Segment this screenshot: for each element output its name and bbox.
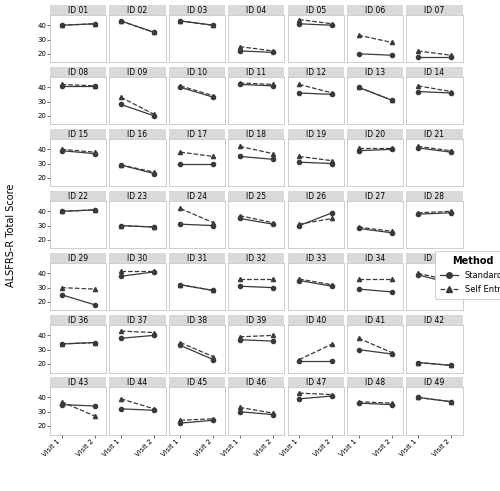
Text: ID 45: ID 45	[187, 378, 207, 387]
Text: ALSFRS-R Total Score: ALSFRS-R Total Score	[6, 184, 16, 287]
Text: ID 24: ID 24	[187, 191, 207, 201]
Text: ID 48: ID 48	[365, 378, 385, 387]
Text: ID 32: ID 32	[246, 254, 266, 263]
Text: ID 43: ID 43	[68, 378, 88, 387]
Text: ID 44: ID 44	[128, 378, 148, 387]
Text: ID 21: ID 21	[424, 130, 444, 138]
Text: ID 03: ID 03	[187, 5, 207, 15]
Text: ID 26: ID 26	[306, 191, 326, 201]
Text: ID 23: ID 23	[128, 191, 148, 201]
Text: ID 27: ID 27	[365, 191, 385, 201]
Text: ID 18: ID 18	[246, 130, 266, 138]
Legend: Standard, Self Entry: Standard, Self Entry	[434, 251, 500, 299]
Text: ID 25: ID 25	[246, 191, 266, 201]
Text: ID 42: ID 42	[424, 316, 444, 325]
Text: ID 08: ID 08	[68, 68, 88, 77]
Text: ID 37: ID 37	[128, 316, 148, 325]
Text: ID 19: ID 19	[306, 130, 326, 138]
Text: ID 35: ID 35	[424, 254, 444, 263]
Text: ID 07: ID 07	[424, 5, 444, 15]
Text: ID 46: ID 46	[246, 378, 266, 387]
Text: ID 01: ID 01	[68, 5, 88, 15]
Text: ID 15: ID 15	[68, 130, 88, 138]
Text: ID 39: ID 39	[246, 316, 266, 325]
Text: ID 05: ID 05	[306, 5, 326, 15]
Text: ID 04: ID 04	[246, 5, 266, 15]
Text: ID 38: ID 38	[187, 316, 207, 325]
Text: ID 17: ID 17	[187, 130, 207, 138]
Text: ID 34: ID 34	[365, 254, 385, 263]
Text: ID 16: ID 16	[128, 130, 148, 138]
Text: ID 14: ID 14	[424, 68, 444, 77]
Text: ID 13: ID 13	[365, 68, 385, 77]
Text: ID 02: ID 02	[128, 5, 148, 15]
Text: ID 28: ID 28	[424, 191, 444, 201]
Text: ID 40: ID 40	[306, 316, 326, 325]
Text: ID 09: ID 09	[128, 68, 148, 77]
Text: ID 49: ID 49	[424, 378, 444, 387]
Text: ID 30: ID 30	[128, 254, 148, 263]
Text: ID 36: ID 36	[68, 316, 88, 325]
Text: ID 10: ID 10	[187, 68, 207, 77]
Text: ID 33: ID 33	[306, 254, 326, 263]
Text: ID 12: ID 12	[306, 68, 326, 77]
Text: ID 11: ID 11	[246, 68, 266, 77]
Text: ID 20: ID 20	[365, 130, 385, 138]
Text: ID 47: ID 47	[306, 378, 326, 387]
Text: ID 29: ID 29	[68, 254, 88, 263]
Text: ID 06: ID 06	[365, 5, 385, 15]
Text: ID 31: ID 31	[187, 254, 207, 263]
Text: ID 41: ID 41	[365, 316, 385, 325]
Text: ID 22: ID 22	[68, 191, 88, 201]
